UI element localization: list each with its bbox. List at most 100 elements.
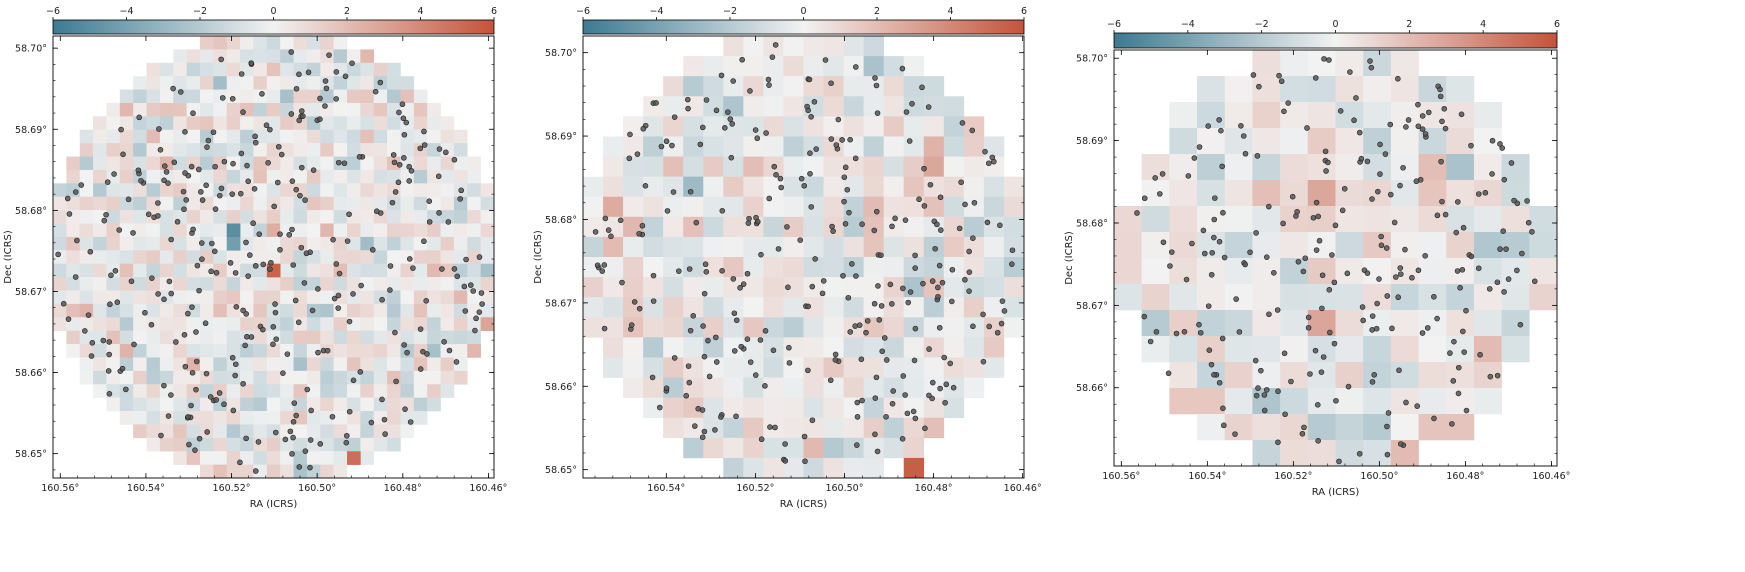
heatmap-cell <box>200 437 214 452</box>
heatmap-cell <box>133 411 147 425</box>
heatmap-cell <box>703 196 724 218</box>
source-point <box>260 261 267 268</box>
heatmap-cell <box>683 357 704 378</box>
colorbar-tick-label: −4 <box>1181 19 1195 30</box>
source-point <box>889 223 895 230</box>
heatmap-cell <box>146 62 161 77</box>
heatmap-cell <box>943 277 965 298</box>
heatmap-cell <box>186 370 201 385</box>
heatmap-cell <box>360 196 375 211</box>
y-axis-label: Dec (ICRS) <box>533 230 544 284</box>
heatmap-cell <box>93 277 107 291</box>
heatmap-cell <box>943 397 965 419</box>
heatmap-cell <box>387 424 401 439</box>
heatmap-cell <box>843 457 864 478</box>
colorbar-tick-label: −4 <box>119 6 133 17</box>
heatmap-cell <box>1003 277 1024 298</box>
heatmap-cell <box>360 156 375 171</box>
source-point <box>1345 383 1352 390</box>
heatmap-cell <box>280 397 294 412</box>
source-point <box>1319 272 1326 279</box>
heatmap-cell <box>186 76 201 90</box>
heatmap-cell <box>226 196 241 211</box>
heatmap-cell <box>119 169 134 184</box>
heatmap-cell <box>1446 414 1475 441</box>
heatmap-cell <box>1114 284 1142 311</box>
heatmap-cell <box>923 417 945 439</box>
heatmap-cell <box>983 236 1005 258</box>
source-point <box>669 142 675 149</box>
heatmap-cell <box>440 384 455 398</box>
heatmap-cell <box>623 337 644 358</box>
source-points <box>1134 56 1538 465</box>
heatmap-cell <box>823 417 844 439</box>
source-point <box>1209 249 1216 256</box>
heatmap-cell <box>306 263 321 278</box>
heatmap-cell <box>213 36 228 50</box>
heatmap-cell <box>213 317 228 331</box>
heatmap-cell <box>1473 310 1502 337</box>
heatmap-cell <box>453 344 468 358</box>
heatmap-cell <box>360 303 375 318</box>
heatmap-cell <box>453 210 468 224</box>
heatmap-cell <box>173 290 187 305</box>
heatmap-cell <box>387 290 401 305</box>
source-point <box>785 284 791 291</box>
heatmap-cell <box>146 156 161 171</box>
heatmap-cell <box>783 417 804 439</box>
heatmap-cell <box>266 290 281 305</box>
source-point <box>1216 117 1222 123</box>
heatmap-cell <box>923 317 945 338</box>
source-point <box>193 329 199 335</box>
source-point <box>1358 155 1365 162</box>
heatmap-cell <box>159 62 174 77</box>
heatmap-cell <box>983 297 1005 318</box>
source-point <box>307 437 314 443</box>
source-point <box>1344 270 1351 277</box>
source-point <box>272 429 279 436</box>
source-point <box>1463 307 1469 314</box>
heatmap-cell <box>253 116 268 131</box>
heatmap-cell <box>226 277 241 291</box>
heatmap-cell <box>467 183 481 198</box>
heatmap-cell <box>453 129 468 144</box>
heatmap-cell <box>360 62 375 77</box>
source-point <box>1315 213 1322 220</box>
source-point <box>66 211 73 217</box>
heatmap-cell <box>1224 388 1253 415</box>
heatmap-cell <box>133 397 147 412</box>
source-point <box>808 114 814 120</box>
heatmap-cell <box>200 451 214 465</box>
source-point <box>245 178 252 185</box>
source-point <box>188 402 194 409</box>
x-tick-label: 160.48° <box>1446 471 1484 482</box>
source-point <box>1463 407 1470 414</box>
heatmap-cell <box>1473 206 1502 233</box>
source-point <box>912 265 918 271</box>
source-point <box>315 286 321 292</box>
heatmap-cell <box>643 257 664 278</box>
heatmap-cell <box>159 397 174 412</box>
heatmap-cell <box>146 330 161 345</box>
source-point <box>1295 258 1302 265</box>
source-point <box>926 346 932 352</box>
heatmap-cell <box>387 143 401 157</box>
heatmap-cell <box>427 250 441 264</box>
heatmap-cell <box>1418 154 1447 181</box>
colorbar-tick-label: −2 <box>723 6 737 17</box>
source-point <box>1153 329 1160 335</box>
heatmap-cell <box>603 196 624 218</box>
heatmap-cell <box>1335 232 1364 259</box>
source-point <box>424 351 430 357</box>
heatmap-cell <box>226 290 241 305</box>
heatmap-cell <box>703 377 724 398</box>
heatmap-cell <box>843 377 864 398</box>
source-point <box>259 326 266 333</box>
heatmap-cell <box>863 357 884 378</box>
heatmap-cell <box>79 169 94 184</box>
heatmap-cell <box>93 183 107 198</box>
heatmap-cell <box>883 257 905 278</box>
heatmap-cell <box>683 277 704 298</box>
heatmap-cell <box>200 303 214 318</box>
